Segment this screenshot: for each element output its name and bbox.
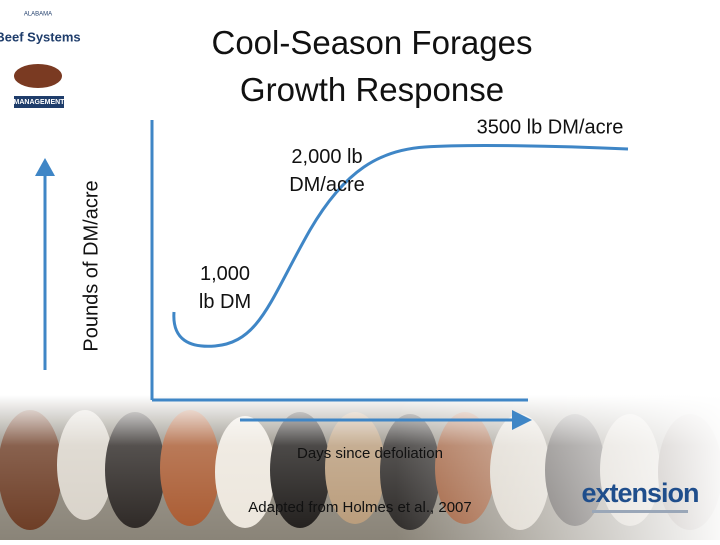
x-arrowhead xyxy=(512,410,532,430)
growth-curve xyxy=(172,144,629,348)
logo-top: ALABAMA xyxy=(24,12,52,18)
text-line: lb DM xyxy=(199,291,251,313)
logo-bottom: MANAGEMENT xyxy=(14,99,66,106)
beef-logo: ALABAMA Beef Systems MANAGEMENT xyxy=(0,12,81,108)
text-line: 1,000 xyxy=(200,263,250,285)
annotation: 2,000 lb DM/acre xyxy=(289,146,365,196)
logo-name: Beef Systems xyxy=(0,29,81,44)
x-axis-label: Days since defoliation xyxy=(297,445,443,462)
text-line: 2,000 lb xyxy=(291,146,362,168)
y-axis-label: Pounds of DM/acre xyxy=(80,180,102,351)
diagram xyxy=(35,120,629,430)
text-line: DM/acre xyxy=(289,174,365,196)
cattle-photo xyxy=(0,395,720,540)
source-note: Adapted from Holmes et al., 2007 xyxy=(248,499,471,516)
extension-logo: extension xyxy=(581,478,700,513)
text-line: Growth Response xyxy=(240,71,504,108)
annotation: 1,000 lb DM xyxy=(199,263,251,313)
footer-logo: extension xyxy=(581,478,698,508)
slide-title: Cool-Season Forages Growth Response xyxy=(211,24,532,108)
y-arrowhead xyxy=(35,158,55,176)
text-line: Cool-Season Forages xyxy=(211,24,532,61)
annotation: 3500 lb DM/acre xyxy=(477,116,624,138)
